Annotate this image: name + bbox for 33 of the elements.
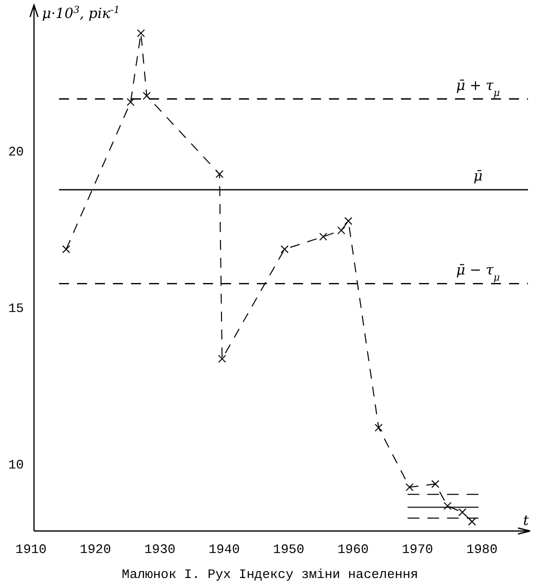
point: [431, 480, 440, 488]
y-axis-title: μ·10$^{3}$, рік$^{-1}$: [42, 4, 120, 22]
ref-line-label: μ̄: [473, 168, 483, 185]
point: [216, 170, 224, 178]
x-tick-label: 1920: [80, 542, 112, 557]
point: [126, 98, 135, 106]
ref-line-label: μ̄ − τ$_{μ}$: [456, 262, 500, 284]
point: [406, 483, 414, 492]
point: [280, 245, 289, 254]
point: [458, 508, 466, 516]
x-tick-label: 1960: [337, 542, 369, 557]
x-tick-label: 1930: [144, 542, 176, 557]
x-tick-label: 1970: [402, 542, 434, 557]
point: [136, 29, 145, 38]
x-tick-label: 1940: [208, 542, 240, 557]
x-tick-label: 1950: [273, 542, 304, 557]
y-tick-label: 10: [8, 458, 24, 473]
y-tick-label: 15: [8, 301, 24, 316]
y-tick-label: 20: [8, 144, 24, 160]
point: [374, 424, 383, 432]
x-tick-label: 1980: [466, 542, 498, 557]
text: Малюнок І. Рух Індексу зміни населення: [122, 567, 418, 582]
point: [319, 232, 328, 241]
x-tick-label: 1910: [15, 542, 47, 557]
point: [444, 502, 452, 510]
point: [62, 245, 70, 254]
ref-line-label: μ̄ + τ$_{μ}$: [456, 78, 500, 98]
point: [344, 217, 352, 226]
point: [468, 518, 476, 526]
x-axis-title: t: [523, 513, 530, 529]
point: [337, 226, 346, 234]
point: [142, 92, 151, 100]
point: [218, 354, 226, 363]
